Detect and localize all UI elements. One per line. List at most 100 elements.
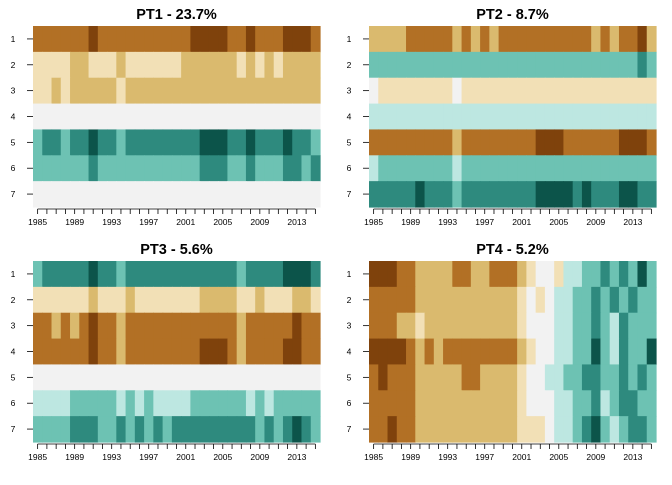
heatmap-cell: [125, 286, 136, 314]
heatmap-cell: [162, 103, 173, 131]
heatmap-cell: [310, 261, 321, 288]
heatmap-cell: [42, 261, 53, 288]
heatmap-cell: [218, 103, 229, 131]
x-tick-label: 1993: [102, 217, 121, 227]
heatmap-cell: [535, 286, 546, 314]
heatmap-cell: [600, 181, 611, 208]
heatmap-cell: [255, 390, 266, 417]
row-label: 7: [347, 189, 352, 199]
heatmap-cell: [618, 312, 629, 340]
heatmap-cell: [544, 261, 555, 288]
heatmap-cell: [245, 286, 256, 314]
heatmap-cell: [517, 390, 527, 417]
heatmap-cell: [79, 77, 90, 105]
heatmap-cell: [107, 26, 117, 53]
row-label: 4: [11, 112, 16, 122]
heatmap-cell: [452, 155, 463, 182]
heatmap-cell: [153, 103, 164, 131]
heatmap-cell: [369, 261, 379, 288]
heatmap-cell: [498, 261, 509, 288]
heatmap-cell: [406, 416, 416, 443]
heatmap-cell: [264, 129, 275, 156]
heatmap-cell: [637, 416, 648, 443]
heatmap-cell: [162, 181, 173, 208]
heatmap-cell: [600, 129, 611, 156]
heatmap-cell: [563, 312, 574, 340]
x-tick-label: 2013: [287, 452, 306, 462]
heatmap-cell: [60, 181, 71, 208]
heatmap-cell: [507, 261, 518, 288]
heatmap-cell: [125, 390, 136, 417]
heatmap-cell: [406, 338, 416, 366]
heatmap-cell: [301, 77, 312, 105]
heatmap-cell: [526, 103, 537, 131]
heatmap-cell: [33, 338, 43, 366]
heatmap-cell: [637, 312, 648, 340]
row-label: 7: [347, 424, 352, 434]
heatmap-cell: [507, 51, 518, 79]
heatmap-cell: [517, 129, 527, 156]
heatmap-cell: [600, 286, 611, 314]
heatmap-cell: [581, 261, 592, 288]
panel-3: PT3 - 5.6% 1 2 3 4 5 6 7 1985 1989 1993 1997 2001 200…: [11, 242, 321, 462]
row-label: 1: [11, 269, 16, 279]
heatmap-cell: [273, 364, 284, 391]
heatmap-cell: [218, 261, 229, 288]
heatmap-cell: [646, 103, 657, 131]
heatmap-cell: [70, 364, 80, 391]
heatmap-cell: [563, 77, 574, 105]
row-label: 3: [11, 321, 16, 331]
heatmap-cell: [264, 155, 275, 182]
heatmap-cell: [591, 390, 602, 417]
heatmap-cell: [461, 390, 472, 417]
heatmap-cell: [600, 364, 611, 391]
heatmap-cell: [181, 286, 191, 314]
heatmap-cell: [273, 77, 284, 105]
heatmap-cell: [171, 312, 182, 340]
heatmap-cell: [255, 155, 266, 182]
heatmap-cell: [97, 312, 108, 340]
heatmap-cell: [554, 26, 565, 53]
heatmap-cell: [282, 26, 293, 53]
heatmap-cell: [581, 77, 592, 105]
heatmap-cell: [60, 338, 71, 366]
heatmap-cell: [637, 26, 648, 53]
heatmap-cell: [563, 51, 574, 79]
heatmap-cell: [60, 103, 71, 131]
heatmap-cell: [461, 181, 472, 208]
heatmap-cell: [218, 416, 229, 443]
heatmap-cell: [255, 51, 266, 79]
heatmap-cell: [526, 338, 537, 366]
heatmap-cell: [79, 312, 90, 340]
heatmap-cell: [255, 26, 266, 53]
heatmap-cell: [554, 312, 565, 340]
heatmap-cell: [282, 103, 293, 131]
heatmap-cell: [107, 103, 117, 131]
panel-title: PT3 - 5.6%: [140, 242, 213, 258]
heatmap-cell: [282, 129, 293, 156]
heatmap-cell: [107, 51, 117, 79]
heatmap-cell: [88, 390, 99, 417]
heatmap-cell: [162, 416, 173, 443]
heatmap-cell: [572, 129, 583, 156]
heatmap-cell: [480, 338, 490, 366]
heatmap-cell: [600, 77, 611, 105]
heatmap-cell: [153, 26, 164, 53]
heatmap-cell: [282, 312, 293, 340]
heatmap-cell: [292, 416, 303, 443]
heatmap-cell: [97, 26, 108, 53]
heatmap-cell: [227, 155, 238, 182]
heatmap-cell: [88, 103, 99, 131]
heatmap-cell: [162, 261, 173, 288]
heatmap-cell: [415, 286, 426, 314]
heatmap-cell: [153, 129, 164, 156]
heatmap-cell: [190, 286, 201, 314]
heatmap-cell: [79, 155, 90, 182]
heatmap-cell: [79, 416, 90, 443]
heatmap-cell: [97, 103, 108, 131]
heatmap-cell: [378, 390, 389, 417]
heatmap-cell: [310, 338, 321, 366]
heatmap-cell: [489, 261, 500, 288]
heatmap-cell: [452, 261, 463, 288]
heatmap-cell: [227, 312, 238, 340]
